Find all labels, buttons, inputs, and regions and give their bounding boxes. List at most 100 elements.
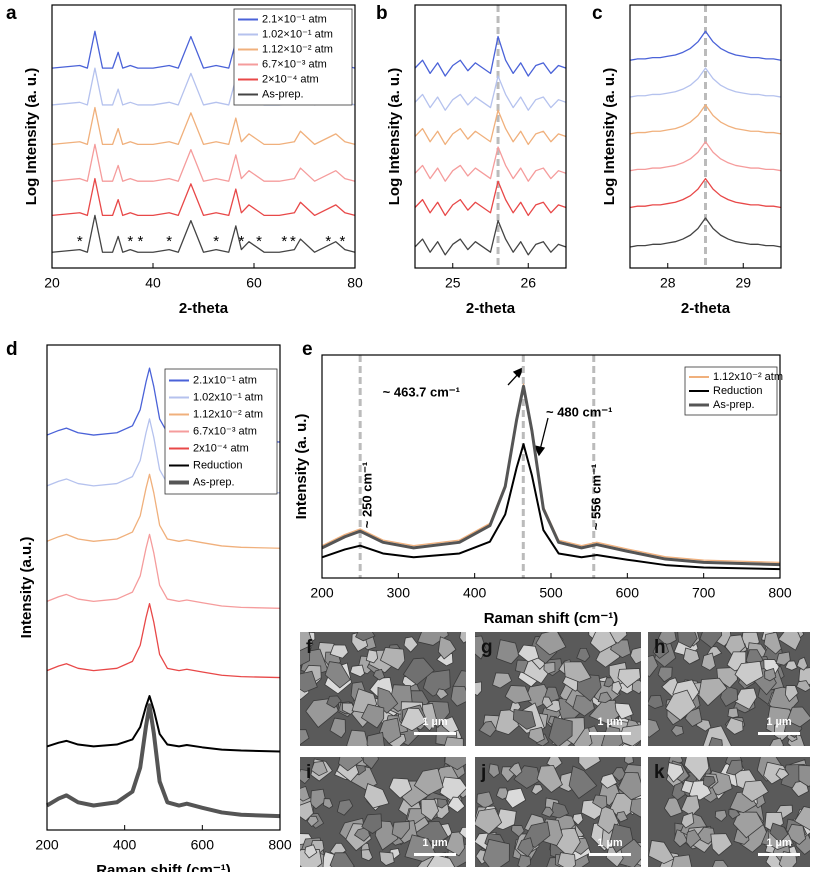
series-line (414, 146, 567, 182)
grain (475, 635, 487, 660)
grain (512, 708, 537, 730)
grain (784, 660, 798, 671)
series-line (629, 177, 782, 209)
grain (413, 767, 444, 796)
grain (597, 805, 620, 835)
grain (322, 798, 334, 809)
arrow-head (512, 366, 525, 379)
grain (725, 717, 744, 735)
grain (324, 661, 351, 689)
grain (365, 649, 379, 664)
scale-bar-label: 1 µm (422, 837, 448, 849)
grain (794, 806, 810, 831)
grain (786, 706, 810, 728)
grain (600, 773, 618, 789)
grain (550, 801, 570, 819)
grain (795, 680, 810, 692)
annotation: ~ 556 cm⁻¹ (588, 464, 603, 531)
x-tick-label: 800 (268, 837, 292, 853)
peak-marker: * (127, 233, 133, 250)
peak-marker: * (290, 233, 296, 250)
grain (671, 781, 686, 801)
grain (725, 759, 743, 776)
series-line (629, 104, 782, 135)
grain (597, 691, 613, 704)
grain (708, 737, 723, 746)
x-tick-label: 300 (387, 585, 411, 601)
grain (648, 654, 659, 678)
grain (346, 729, 369, 746)
grain (572, 813, 584, 826)
grain (671, 854, 693, 867)
x-tick-label: 600 (616, 585, 640, 601)
annotation: ~ 463.7 cm⁻¹ (383, 384, 460, 399)
grain (360, 703, 385, 729)
scale-bar-label: 1 µm (597, 837, 623, 849)
legend-label: 1.12x10⁻² atm (193, 408, 263, 420)
grain (727, 707, 739, 719)
grain (336, 799, 354, 816)
series-line (414, 220, 567, 256)
grain (576, 648, 591, 663)
scale-bar (758, 732, 800, 735)
x-tick-label: 26 (520, 275, 536, 291)
grain (300, 632, 314, 651)
legend-label: 1.12x10⁻² atm (713, 371, 783, 383)
sem-image: j 1 µm (475, 757, 641, 867)
grain (680, 812, 695, 829)
grain (777, 632, 802, 651)
grain (447, 796, 466, 813)
sem-image: k 1 µm (648, 757, 810, 867)
scale-bar (589, 853, 631, 856)
grain (452, 670, 466, 691)
peak-marker: * (238, 233, 244, 250)
grain (617, 771, 641, 801)
grain (623, 757, 634, 765)
grain (329, 644, 349, 659)
series-line (321, 383, 781, 564)
grain (541, 696, 554, 709)
grain (629, 646, 641, 665)
grain (557, 852, 576, 867)
legend-label: As-prep. (713, 399, 755, 411)
grain (683, 647, 700, 665)
grain (796, 656, 808, 671)
grain (300, 645, 311, 667)
series-line (321, 443, 781, 571)
grain (435, 688, 449, 700)
grain (670, 725, 684, 737)
x-axis-label: 2-theta (466, 300, 516, 317)
grain (677, 632, 698, 649)
peak-marker: * (281, 233, 287, 250)
y-axis-label: Intensity (a. u.) (293, 414, 310, 520)
legend-box (233, 8, 353, 106)
grain (444, 757, 466, 771)
x-tick-label: 29 (735, 275, 751, 291)
plot-frame (629, 4, 782, 269)
sem-texture (475, 757, 641, 867)
grain (492, 672, 513, 689)
annotation: ~ 250 cm⁻¹ (359, 462, 374, 529)
grain (763, 761, 789, 785)
scale-bar-label: 1 µm (766, 716, 792, 728)
legend-label: 1.12×10⁻² atm (262, 43, 333, 55)
grain (437, 636, 457, 660)
plot-frame (51, 4, 356, 269)
sem-image: i 1 µm (300, 757, 466, 867)
grain (329, 717, 346, 739)
plot-frame (46, 344, 281, 831)
plot-frame (414, 4, 567, 269)
grain (391, 821, 410, 840)
grain (300, 800, 314, 822)
grain (363, 783, 390, 809)
panel-label: e (302, 339, 313, 360)
grain (326, 695, 342, 709)
image-label: g (481, 637, 493, 658)
grain (378, 717, 402, 745)
grain (763, 632, 782, 655)
series-line (321, 384, 781, 567)
grain (366, 731, 385, 746)
sem-texture (648, 632, 810, 746)
grain (652, 642, 670, 659)
grain (683, 757, 710, 782)
